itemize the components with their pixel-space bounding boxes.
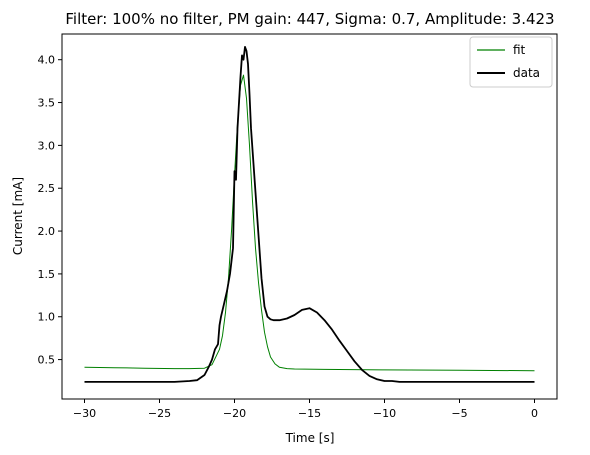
x-tick-label: −5 — [451, 407, 467, 420]
y-tick-label: 3.5 — [38, 97, 56, 110]
series-layer — [84, 46, 535, 383]
y-tick-label: 3.0 — [38, 139, 56, 152]
series-fit-line — [84, 74, 535, 372]
legend-fit-label: fit — [513, 43, 526, 57]
chart-title: Filter: 100% no filter, PM gain: 447, Si… — [65, 10, 554, 28]
x-tick-label: 0 — [531, 407, 538, 420]
y-tick-label: 1.5 — [38, 268, 56, 281]
x-tick-label: −15 — [298, 407, 321, 420]
plot-frame — [61, 33, 558, 400]
x-tick-label: −25 — [148, 407, 171, 420]
y-tick-label: 2.0 — [38, 225, 56, 238]
y-axis-label: Current [mA] — [11, 177, 25, 255]
legend: fit data — [469, 36, 553, 88]
series-data-line — [84, 46, 535, 383]
x-axis: −30 −25 −20 −15 −10 −5 0 — [73, 399, 538, 420]
y-axis: 0.5 1.0 1.5 2.0 2.5 3.0 3.5 4.0 — [38, 54, 62, 367]
x-tick-label: −10 — [373, 407, 396, 420]
y-tick-label: 4.0 — [38, 54, 56, 67]
plot-area: −30 −25 −20 −15 −10 −5 0 0.5 1.0 1.5 2.0 2.5 3.0 3.5… — [38, 33, 558, 420]
x-tick-label: −20 — [223, 407, 246, 420]
legend-data-label: data — [513, 66, 540, 80]
y-tick-label: 0.5 — [38, 354, 56, 367]
y-tick-label: 2.5 — [38, 182, 56, 195]
x-axis-label: Time [s] — [285, 431, 335, 445]
y-tick-label: 1.0 — [38, 311, 56, 324]
x-tick-label: −30 — [73, 407, 96, 420]
